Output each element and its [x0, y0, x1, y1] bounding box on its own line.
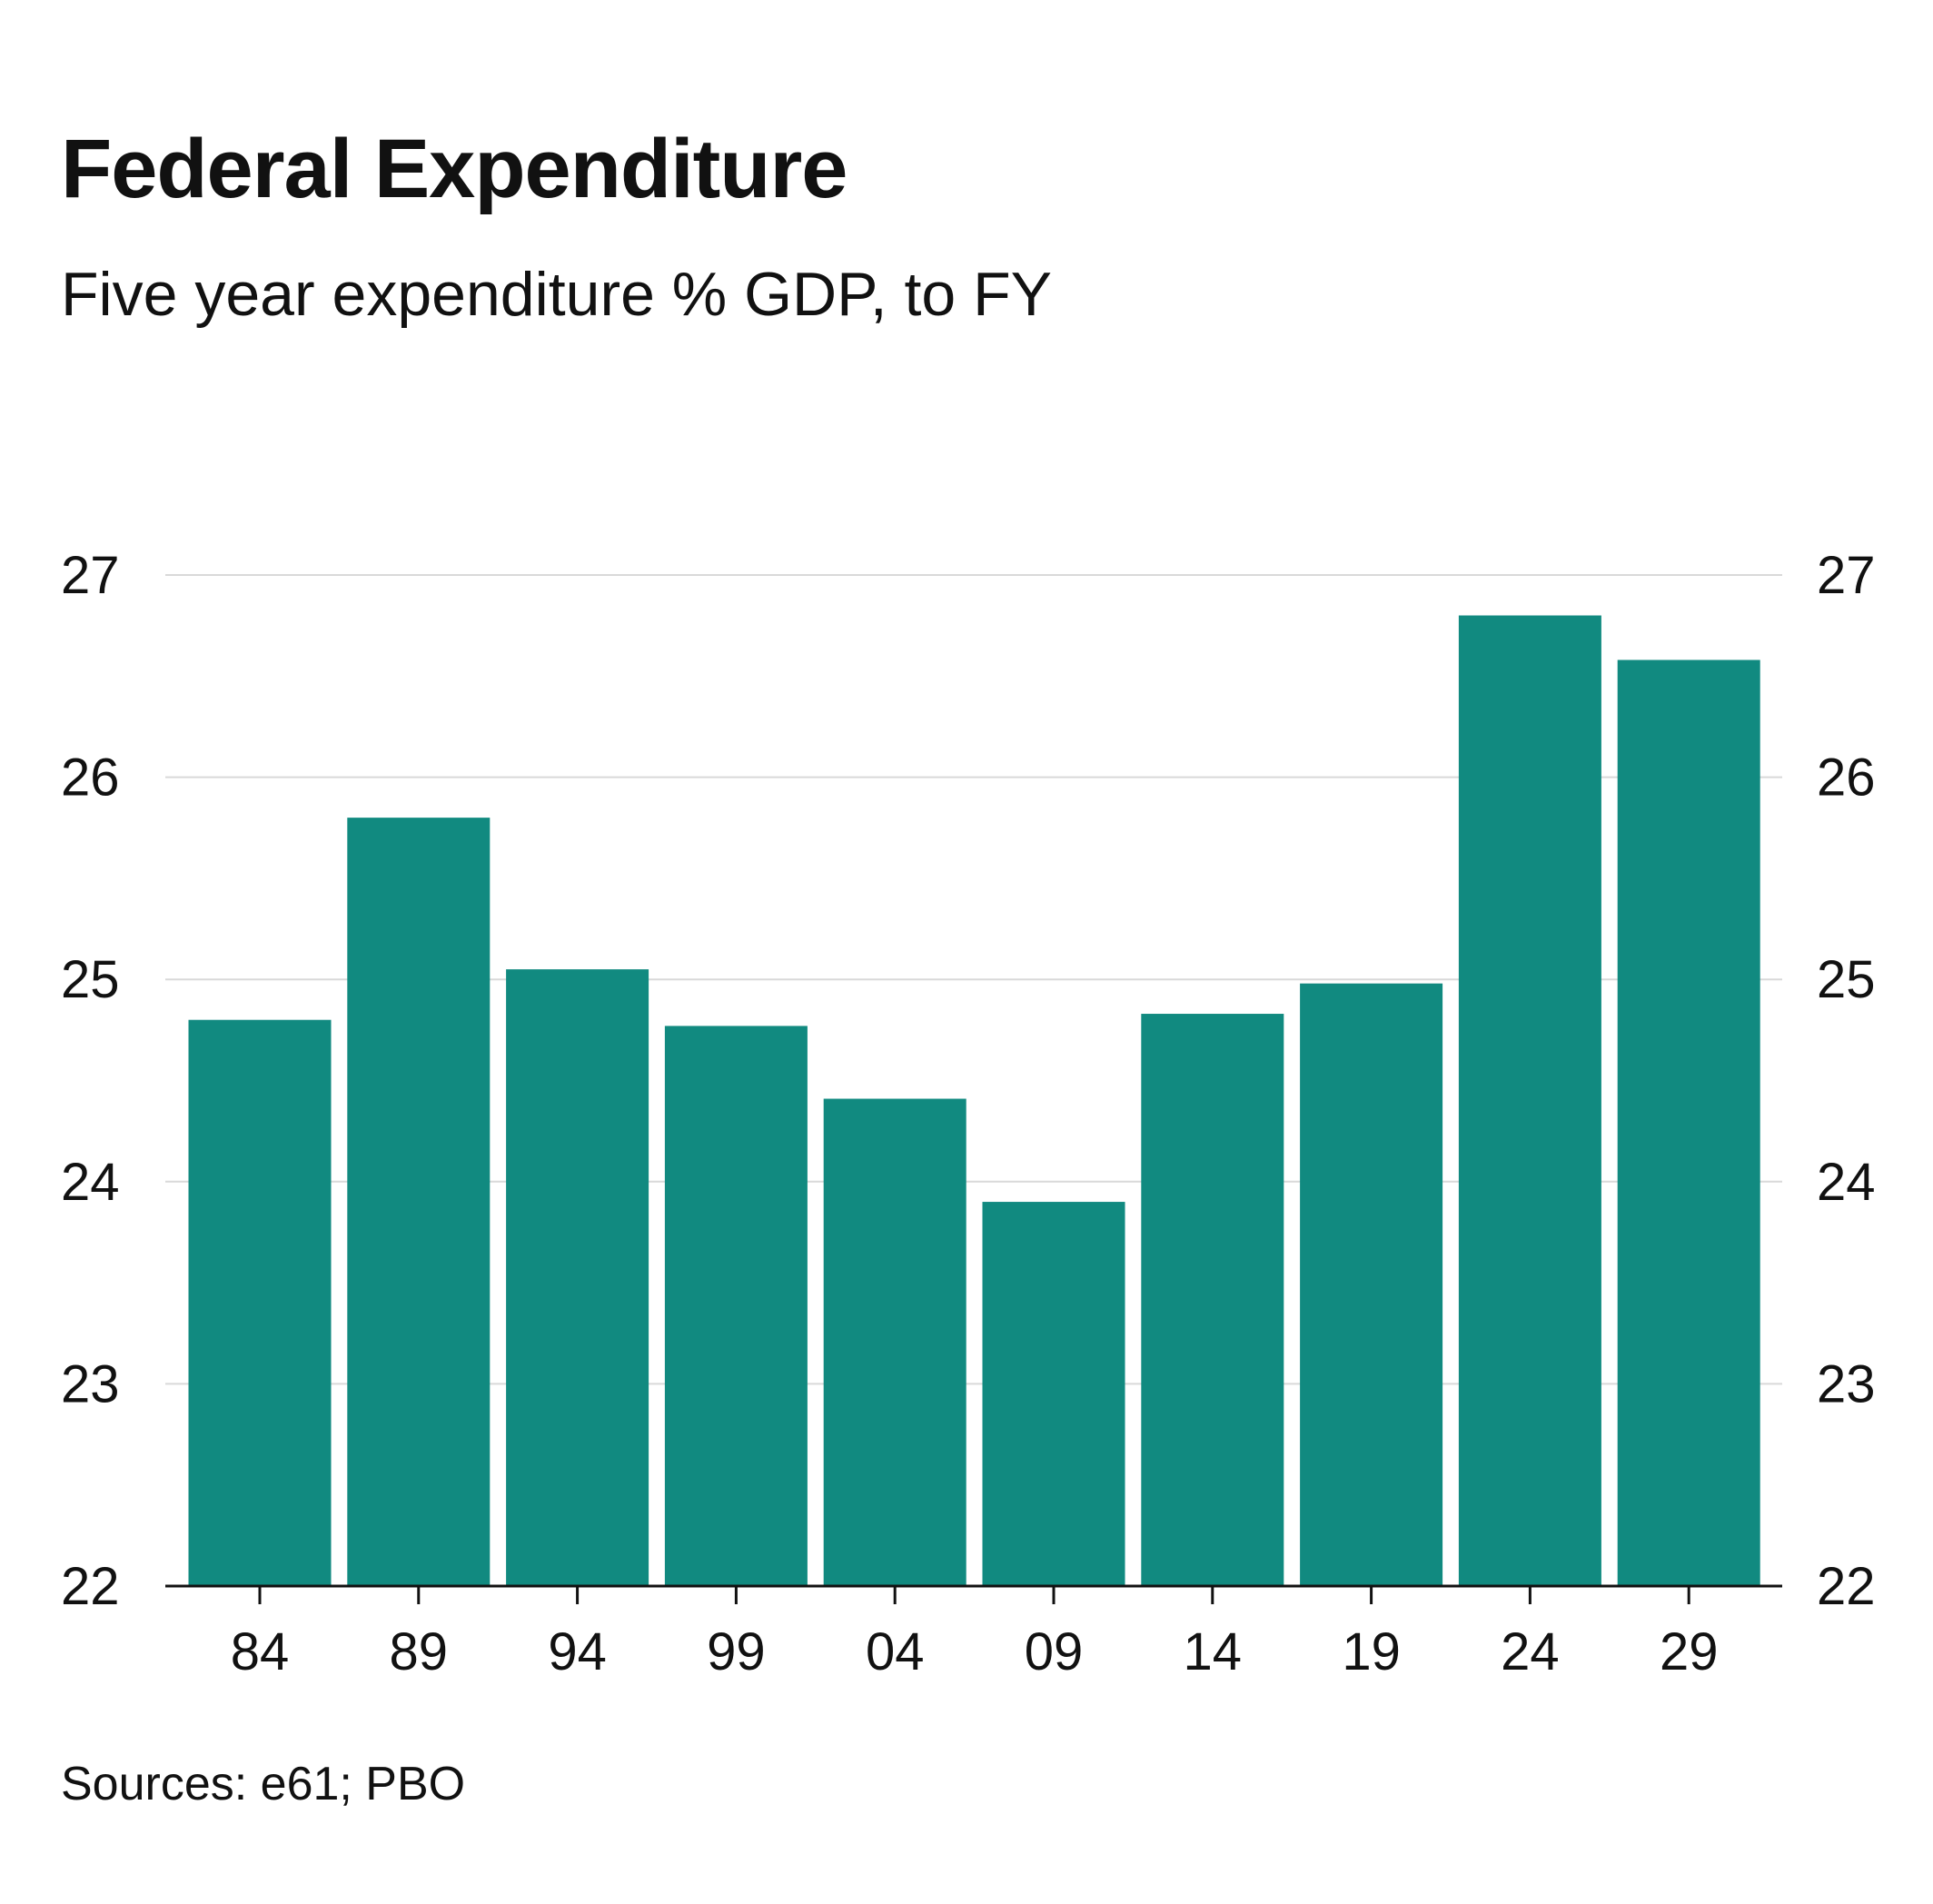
- bar-04: [823, 1098, 966, 1586]
- y-tick-label-left: 26: [61, 749, 120, 808]
- bar-89: [347, 818, 491, 1586]
- bar-14: [1141, 1014, 1284, 1586]
- y-tick-label-right: 24: [1817, 1153, 1876, 1212]
- y-axis-labels: 22 22 23 23 24 24 25 25 26 26 27 27: [61, 546, 1876, 1616]
- y-tick-label-right: 25: [1817, 950, 1876, 1009]
- y-tick-label-left: 27: [61, 546, 120, 605]
- y-tick-label-left: 24: [61, 1153, 120, 1212]
- chart-subtitle: Five year expenditure % GDP, to FY: [61, 260, 1053, 329]
- x-tick-label: 84: [231, 1622, 290, 1681]
- x-axis-labels: 84 89 94 99 04 09 14 19 24 29: [231, 1622, 1719, 1681]
- bar-24: [1458, 615, 1601, 1586]
- x-tick-label: 14: [1184, 1622, 1243, 1681]
- source-note: Sources: e61; PBO: [61, 1758, 466, 1810]
- bar-19: [1300, 983, 1443, 1586]
- x-axis: [165, 1584, 1782, 1604]
- y-tick-label-right: 27: [1817, 546, 1876, 605]
- x-tick-label: 19: [1342, 1622, 1401, 1681]
- bar-94: [506, 969, 649, 1586]
- y-tick-label-left: 25: [61, 950, 120, 1009]
- x-tick-label: 29: [1660, 1622, 1719, 1681]
- x-tick-label: 09: [1025, 1622, 1084, 1681]
- y-tick-label-right: 22: [1817, 1557, 1876, 1616]
- bar-99: [664, 1026, 808, 1586]
- bars: [188, 615, 1760, 1586]
- bar-84: [188, 1019, 332, 1586]
- chart-title: Federal Expenditure: [61, 123, 848, 215]
- y-tick-label-right: 23: [1817, 1354, 1876, 1413]
- x-tick-label: 99: [707, 1622, 766, 1681]
- x-tick-label: 04: [866, 1622, 925, 1681]
- y-tick-label-right: 26: [1817, 749, 1876, 808]
- bar-29: [1617, 659, 1760, 1586]
- x-tick-label: 94: [548, 1622, 607, 1681]
- x-tick-label: 89: [390, 1622, 449, 1681]
- y-tick-label-left: 22: [61, 1557, 120, 1616]
- bar-09: [982, 1202, 1125, 1586]
- y-tick-label-left: 23: [61, 1354, 120, 1413]
- x-tick-label: 24: [1501, 1622, 1560, 1681]
